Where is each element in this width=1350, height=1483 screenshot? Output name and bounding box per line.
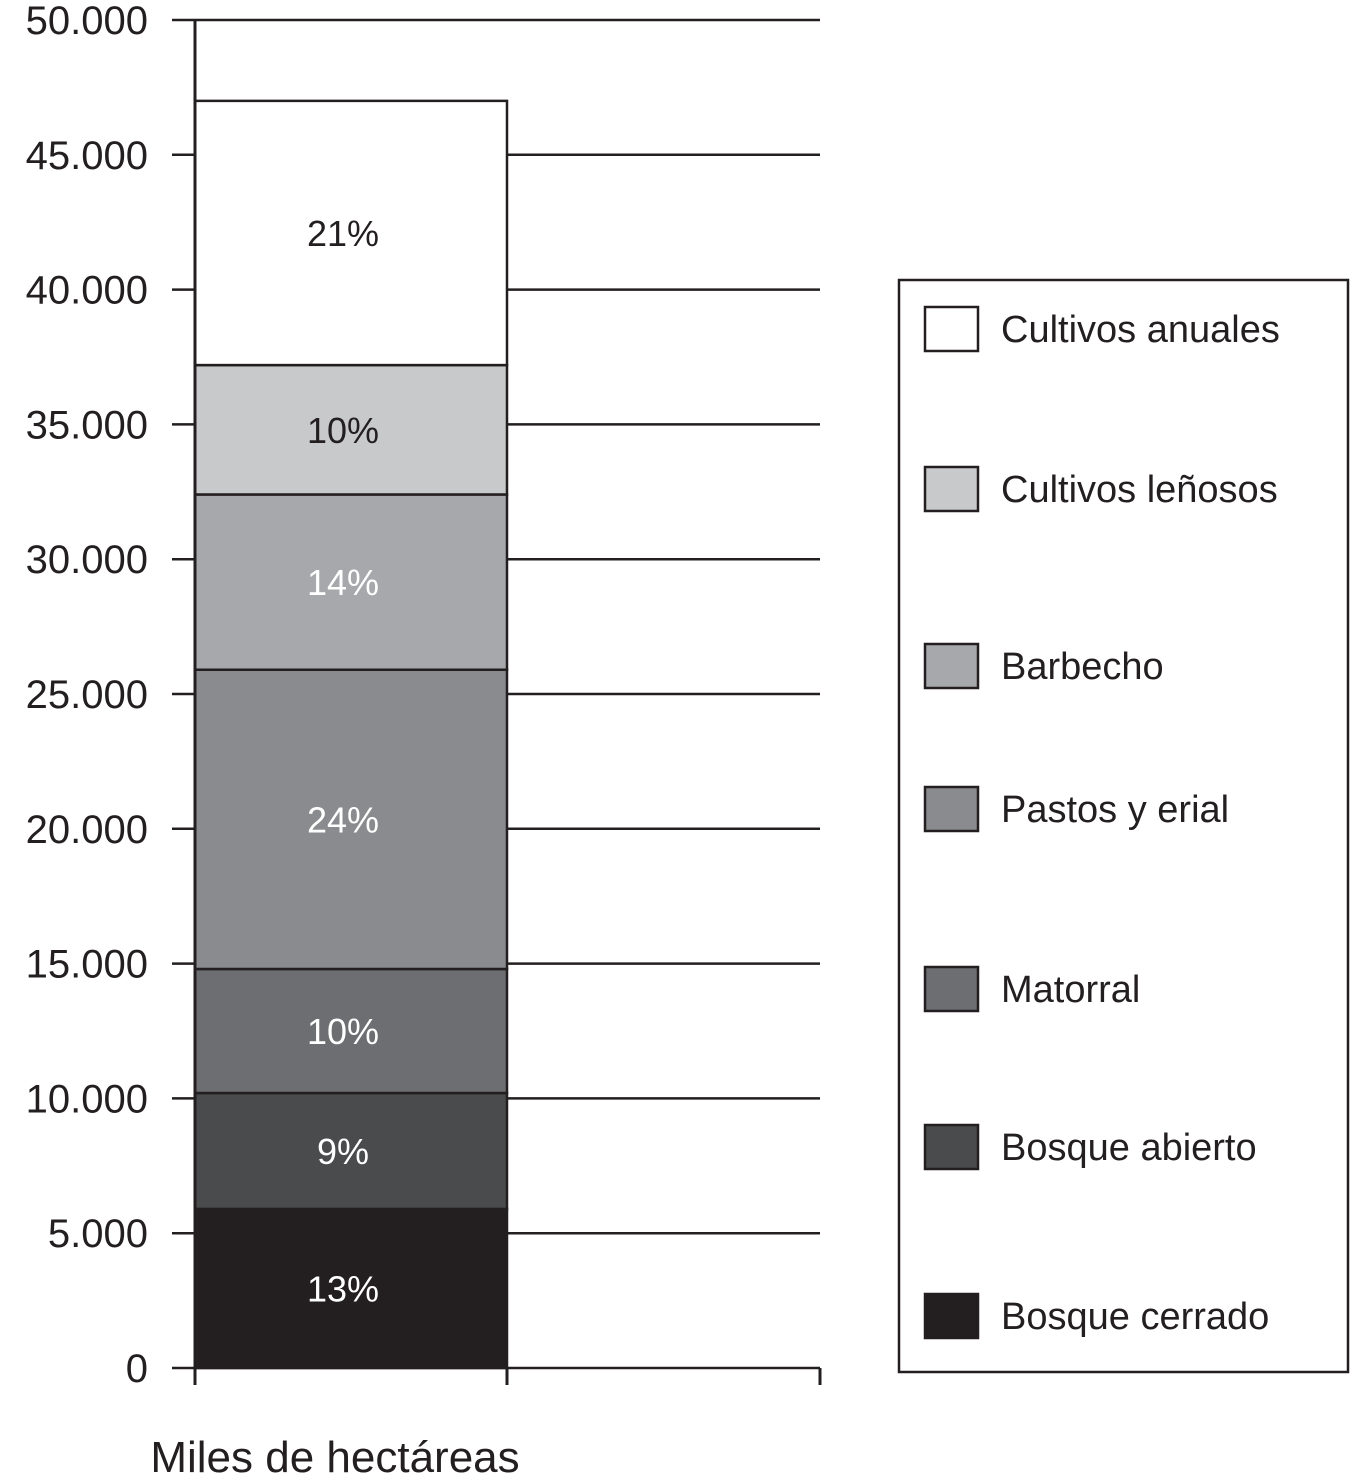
- bar-segments: [193, 99, 509, 1370]
- legend-swatch: [923, 785, 980, 833]
- bar-segment: [193, 1091, 509, 1211]
- bar-segment: [193, 99, 509, 367]
- y-tick-label: 40.000: [26, 269, 148, 313]
- bar-segment: [193, 1207, 509, 1370]
- bar-segment: [193, 493, 509, 671]
- legend-swatch: [923, 1292, 980, 1340]
- legend-label: Cultivos leñosos: [1001, 469, 1278, 511]
- segment-percent-label: 10%: [307, 410, 379, 451]
- legend-swatch: [923, 965, 980, 1013]
- legend-swatch: [923, 305, 980, 353]
- legend-label: Pastos y erial: [1001, 789, 1229, 831]
- segment-percent-label: 9%: [317, 1131, 369, 1172]
- y-tick-label: 5.000: [48, 1212, 148, 1256]
- segment-labels: 13% 9% 10% 24% 14% 10% 21%: [307, 213, 379, 1309]
- legend-label: Barbecho: [1001, 646, 1164, 688]
- legend: Cultivos anuales Cultivos leñosos Barbecho…: [897, 278, 1350, 1374]
- legend-swatch: [923, 1123, 980, 1171]
- y-tick-label: 35.000: [26, 403, 148, 447]
- segment-percent-label: 24%: [307, 799, 379, 840]
- bar-segment: [193, 668, 509, 971]
- y-tick-label: 50.000: [26, 0, 148, 43]
- segment-percent-label: 10%: [307, 1011, 379, 1052]
- y-tick-labels: 0 5.000 10.000 15.000 20.000 25.000 30.000 35.0…: [26, 0, 148, 1391]
- x-axis-title: Miles de hectáreas: [150, 1433, 519, 1482]
- segment-percent-label: 14%: [307, 562, 379, 603]
- y-tick-label: 10.000: [26, 1077, 148, 1121]
- y-tick-label: 25.000: [26, 673, 148, 717]
- y-axis: [193, 20, 822, 1385]
- y-tick-label: 20.000: [26, 808, 148, 852]
- legend-swatch: [923, 465, 980, 513]
- y-tick-label: 45.000: [26, 134, 148, 178]
- legend-label: Bosque cerrado: [1001, 1296, 1269, 1338]
- segment-percent-label: 13%: [307, 1268, 379, 1309]
- y-tick-label: 0: [126, 1347, 148, 1391]
- legend-label: Matorral: [1001, 969, 1140, 1011]
- legend-label: Bosque abierto: [1001, 1127, 1257, 1169]
- y-tick-label: 30.000: [26, 538, 148, 582]
- segment-percent-label: 21%: [307, 213, 379, 254]
- y-tick-label: 15.000: [26, 943, 148, 987]
- legend-swatch: [923, 642, 980, 690]
- legend-label: Cultivos anuales: [1001, 309, 1280, 351]
